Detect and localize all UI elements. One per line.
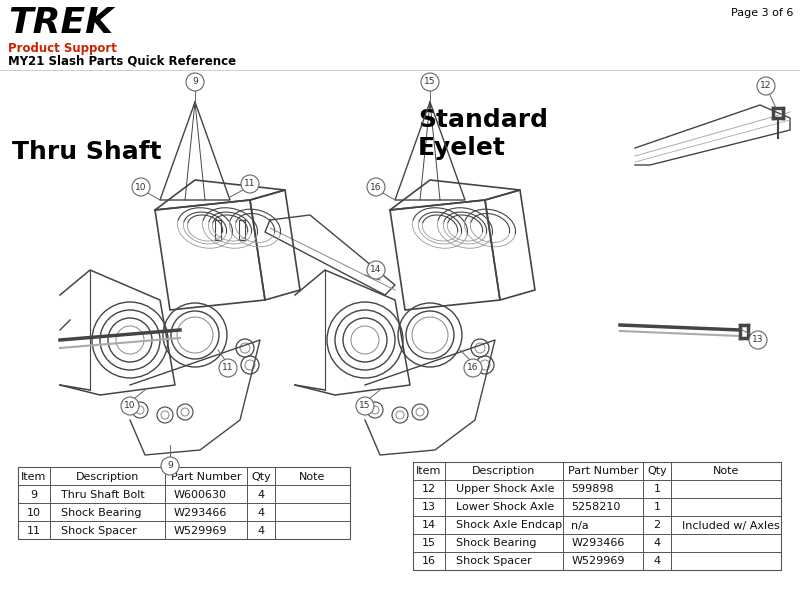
Text: Shock Bearing: Shock Bearing — [61, 507, 142, 518]
Bar — [18, 467, 350, 539]
Text: Item: Item — [416, 467, 442, 476]
Text: 16: 16 — [467, 364, 478, 373]
Circle shape — [749, 331, 767, 349]
Text: 14: 14 — [422, 520, 436, 531]
Text: W529969: W529969 — [571, 557, 625, 566]
Text: 4: 4 — [258, 526, 265, 535]
Text: 10: 10 — [135, 183, 146, 191]
Text: 11: 11 — [222, 364, 234, 373]
Text: n/a: n/a — [571, 520, 589, 531]
Text: W529969: W529969 — [174, 526, 227, 535]
Bar — [413, 462, 781, 570]
Text: 10: 10 — [27, 507, 41, 518]
Circle shape — [219, 359, 237, 377]
Text: Description: Description — [472, 467, 536, 476]
Text: 16: 16 — [422, 557, 436, 566]
Text: 599898: 599898 — [571, 484, 614, 495]
Text: Shock Spacer: Shock Spacer — [61, 526, 137, 535]
Text: Lower Shock Axle: Lower Shock Axle — [457, 503, 554, 512]
Circle shape — [186, 73, 204, 91]
Text: 14: 14 — [370, 265, 382, 274]
Text: Description: Description — [76, 472, 139, 481]
Text: Qty: Qty — [647, 467, 667, 476]
Text: 9: 9 — [30, 489, 38, 500]
Text: 9: 9 — [192, 78, 198, 87]
Circle shape — [161, 457, 179, 475]
Text: Part Number: Part Number — [170, 472, 242, 481]
Text: 15: 15 — [359, 401, 370, 410]
Text: 13: 13 — [752, 336, 764, 345]
Text: Standard
Eyelet: Standard Eyelet — [418, 108, 548, 160]
Text: Note: Note — [299, 472, 326, 481]
Text: 4: 4 — [258, 489, 265, 500]
Circle shape — [367, 178, 385, 196]
Text: Item: Item — [22, 472, 46, 481]
Text: W293466: W293466 — [571, 538, 625, 549]
Text: Part Number: Part Number — [568, 467, 638, 476]
Text: 1: 1 — [654, 484, 661, 495]
Text: MY21 Slash Parts Quick Reference: MY21 Slash Parts Quick Reference — [8, 54, 236, 67]
Text: 4: 4 — [654, 557, 661, 566]
Text: 11: 11 — [244, 180, 256, 189]
Text: Page 3 of 6: Page 3 of 6 — [730, 8, 793, 18]
Text: 4: 4 — [654, 538, 661, 549]
Text: 12: 12 — [760, 81, 772, 90]
Text: Note: Note — [713, 467, 739, 476]
Text: 13: 13 — [422, 503, 436, 512]
Circle shape — [132, 178, 150, 196]
Text: Upper Shock Axle: Upper Shock Axle — [457, 484, 555, 495]
Text: 9: 9 — [167, 461, 173, 470]
Circle shape — [757, 77, 775, 95]
Text: Thru Shaft: Thru Shaft — [12, 140, 162, 164]
Text: Qty: Qty — [251, 472, 271, 481]
Text: 15: 15 — [424, 78, 436, 87]
Text: TREK: TREK — [8, 6, 113, 40]
Text: W600630: W600630 — [174, 489, 226, 500]
Text: Shock Spacer: Shock Spacer — [457, 557, 532, 566]
Text: 10: 10 — [124, 401, 136, 410]
Circle shape — [421, 73, 439, 91]
Text: 5258210: 5258210 — [571, 503, 621, 512]
Text: 16: 16 — [370, 183, 382, 191]
Text: 2: 2 — [654, 520, 661, 531]
Text: 15: 15 — [422, 538, 436, 549]
Text: 11: 11 — [27, 526, 41, 535]
Circle shape — [121, 397, 139, 415]
Text: Shock Bearing: Shock Bearing — [457, 538, 537, 549]
Circle shape — [367, 261, 385, 279]
Text: 4: 4 — [258, 507, 265, 518]
Text: Included w/ Axles: Included w/ Axles — [682, 520, 779, 531]
Circle shape — [241, 175, 259, 193]
Text: Shock Axle Endcap: Shock Axle Endcap — [457, 520, 562, 531]
Text: 12: 12 — [422, 484, 436, 495]
Text: Product Support: Product Support — [8, 42, 117, 55]
Text: W293466: W293466 — [174, 507, 227, 518]
Circle shape — [356, 397, 374, 415]
Text: Thru Shaft Bolt: Thru Shaft Bolt — [61, 489, 145, 500]
Circle shape — [464, 359, 482, 377]
Text: 1: 1 — [654, 503, 661, 512]
